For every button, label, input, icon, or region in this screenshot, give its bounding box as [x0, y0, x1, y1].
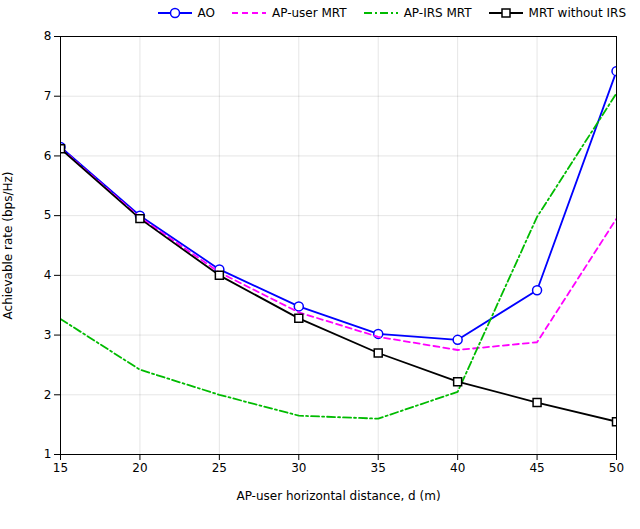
svg-text:45: 45	[529, 461, 544, 475]
svg-text:7: 7	[44, 89, 52, 103]
svg-text:35: 35	[371, 461, 386, 475]
html-text:AO: AO	[197, 6, 215, 20]
svg-text:30: 30	[291, 461, 306, 475]
svg-text:6: 6	[44, 149, 52, 163]
html-text:MRT without IRS: MRT without IRS	[528, 6, 626, 20]
svg-text:8: 8	[44, 29, 52, 43]
svg-text:2: 2	[44, 388, 52, 402]
svg-text:15: 15	[53, 461, 68, 475]
svg-text:20: 20	[132, 461, 147, 475]
svg-text:40: 40	[450, 461, 465, 475]
svg-text:3: 3	[44, 328, 52, 342]
html-text:AP-user MRT: AP-user MRT	[272, 6, 347, 20]
html-text:AP-IRS MRT: AP-IRS MRT	[403, 6, 472, 20]
svg-text:5: 5	[44, 208, 52, 222]
svg-text:4: 4	[44, 268, 52, 282]
svg-text:1: 1	[44, 447, 52, 461]
svg-text:AP-user horizontal distance, d: AP-user horizontal distance, d (m)	[236, 489, 440, 503]
svg-text:Achievable rate (bps/Hz): Achievable rate (bps/Hz)	[1, 172, 15, 320]
svg-text:50: 50	[609, 461, 624, 475]
svg-text:25: 25	[212, 461, 227, 475]
